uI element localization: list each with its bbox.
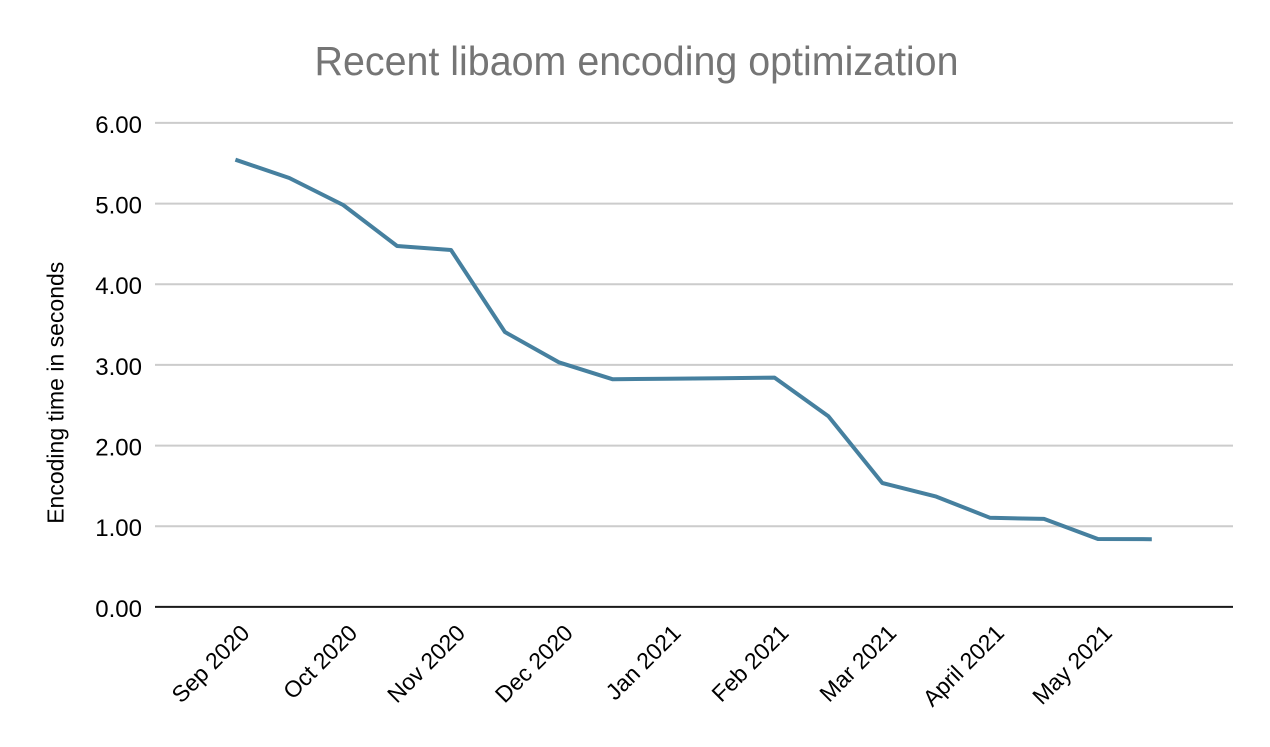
svg-text:6.00: 6.00 — [95, 112, 142, 139]
svg-text:0.00: 0.00 — [95, 596, 142, 623]
svg-text:2.00: 2.00 — [95, 435, 142, 462]
svg-text:Recent libaom encoding optimiz: Recent libaom encoding optimization — [315, 38, 959, 84]
svg-text:3.00: 3.00 — [95, 354, 142, 381]
svg-text:5.00: 5.00 — [95, 193, 142, 220]
svg-text:4.00: 4.00 — [95, 273, 142, 300]
svg-text:Encoding time in seconds: Encoding time in seconds — [43, 262, 69, 524]
svg-text:1.00: 1.00 — [95, 515, 142, 542]
